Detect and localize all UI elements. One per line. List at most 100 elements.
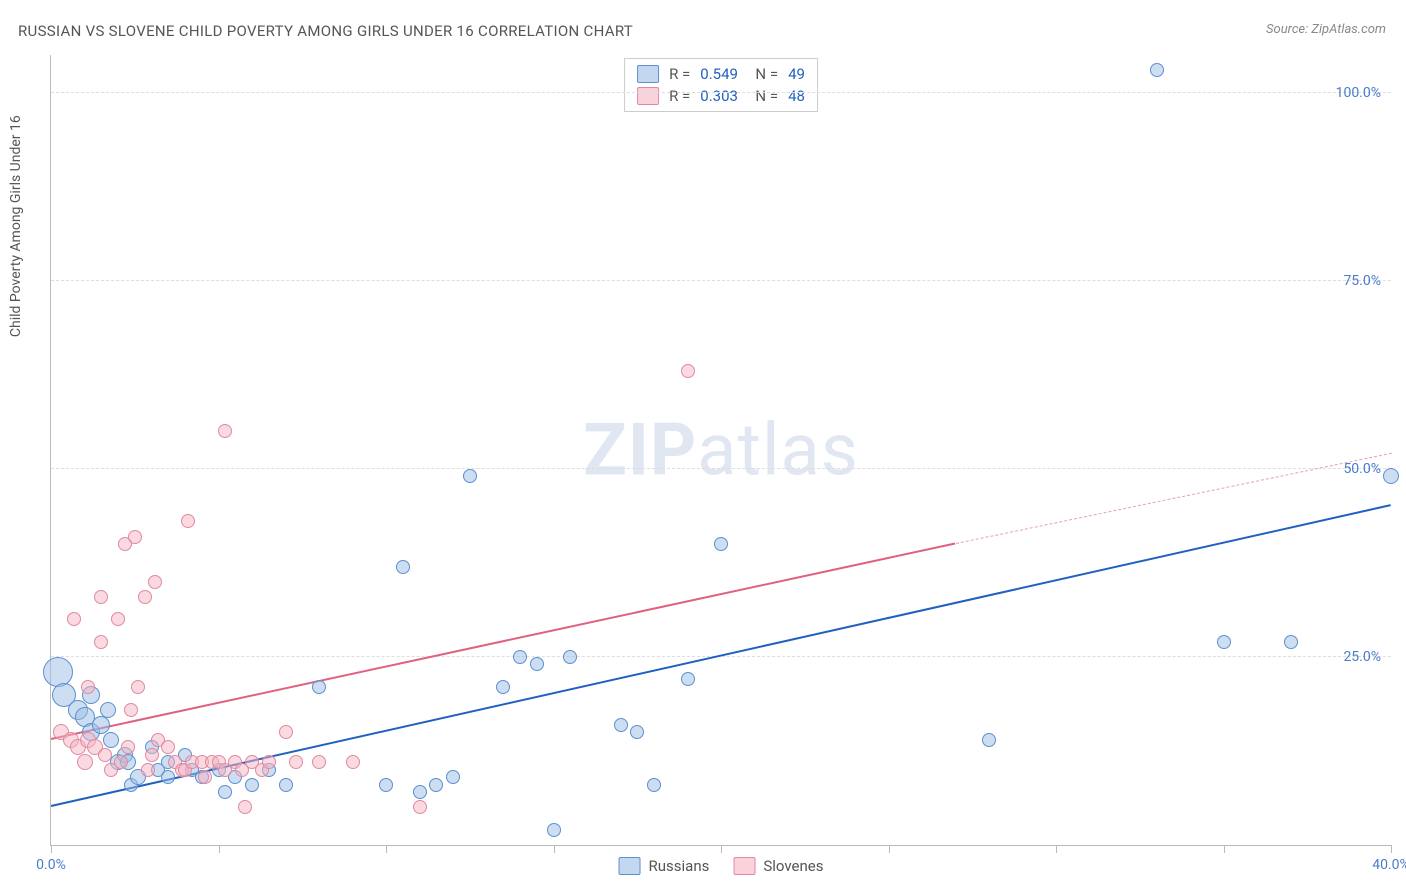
data-point [100, 702, 116, 718]
data-point [94, 590, 108, 604]
legend-item: Russians [619, 857, 710, 875]
x-tick [1056, 845, 1057, 853]
data-point [181, 514, 195, 528]
data-point [98, 748, 112, 762]
data-point [161, 770, 175, 784]
data-point [245, 778, 259, 792]
data-point [279, 725, 293, 739]
data-point [413, 785, 427, 799]
gridline-h [51, 92, 1391, 93]
y-axis-title: Child Poverty Among Girls Under 16 [8, 115, 24, 337]
data-point [714, 537, 728, 551]
data-point [238, 800, 252, 814]
x-tick [554, 845, 555, 853]
regression-line [955, 453, 1391, 544]
data-point [982, 733, 996, 747]
n-label: N = [748, 87, 778, 105]
watermark-bold: ZIP [583, 408, 697, 493]
data-point [161, 740, 175, 754]
correlation-row: R = 0.549 N = 49 [637, 63, 805, 85]
r-label: R = [669, 65, 690, 83]
data-point [111, 612, 125, 626]
data-point [103, 732, 119, 748]
legend-item: Slovenes [733, 857, 823, 875]
correlation-row: R = 0.303 N = 48 [637, 85, 805, 107]
data-point [312, 680, 326, 694]
data-point [279, 778, 293, 792]
data-point [563, 650, 577, 664]
data-point [413, 800, 427, 814]
data-point [67, 612, 81, 626]
data-point [198, 770, 212, 784]
data-point [630, 725, 644, 739]
data-point [681, 672, 695, 686]
n-label: N = [748, 65, 778, 83]
y-tick-label: 100.0% [1336, 85, 1381, 101]
data-point [1383, 468, 1399, 484]
data-point [81, 680, 95, 694]
legend-swatch [637, 65, 659, 83]
series-legend: Russians Slovenes [619, 857, 824, 875]
correlation-legend: R = 0.549 N = 49 R = 0.303 N = 48 [624, 58, 818, 112]
data-point [121, 740, 135, 754]
data-point [681, 364, 695, 378]
data-point [496, 680, 510, 694]
data-point [1284, 635, 1298, 649]
data-point [429, 778, 443, 792]
x-tick [51, 845, 52, 853]
x-tick [721, 845, 722, 853]
y-tick-label: 25.0% [1343, 649, 1381, 665]
gridline-h [51, 280, 1391, 281]
data-point [513, 650, 527, 664]
x-tick [1224, 845, 1225, 853]
data-point [124, 703, 138, 717]
data-point [145, 748, 159, 762]
regression-line [51, 542, 956, 740]
data-point [131, 680, 145, 694]
x-tick-label: 0.0% [36, 857, 66, 873]
x-tick [1391, 845, 1392, 853]
plot-area: ZIPatlas R =0.549 N =49R =0.303 N =48 Ru… [50, 55, 1391, 846]
x-tick-label: 40.0% [1372, 857, 1406, 873]
data-point [614, 718, 628, 732]
data-point [547, 823, 561, 837]
y-tick-label: 75.0% [1343, 273, 1381, 289]
r-label: R = [669, 87, 690, 105]
data-point [94, 635, 108, 649]
x-tick [889, 845, 890, 853]
data-point [463, 469, 477, 483]
x-tick [386, 845, 387, 853]
data-point [289, 755, 303, 769]
data-point [92, 716, 110, 734]
legend-label: Slovenes [763, 857, 823, 875]
y-tick-label: 50.0% [1343, 461, 1381, 477]
watermark: ZIPatlas [583, 408, 859, 493]
x-tick [219, 845, 220, 853]
data-point [148, 575, 162, 589]
n-value: 48 [788, 87, 805, 105]
data-point [396, 560, 410, 574]
data-point [262, 755, 276, 769]
data-point [647, 778, 661, 792]
data-point [128, 530, 142, 544]
n-value: 49 [788, 65, 805, 83]
data-point [446, 770, 460, 784]
source-attribution: Source: ZipAtlas.com [1266, 22, 1386, 37]
data-point [1150, 63, 1164, 77]
data-point [379, 778, 393, 792]
data-point [346, 755, 360, 769]
legend-swatch [733, 857, 755, 875]
data-point [141, 763, 155, 777]
legend-swatch [637, 87, 659, 105]
data-point [114, 755, 128, 769]
data-point [77, 754, 93, 770]
data-point [138, 590, 152, 604]
r-value: 0.549 [700, 65, 738, 83]
legend-swatch [619, 857, 641, 875]
data-point [1217, 635, 1231, 649]
data-point [218, 424, 232, 438]
data-point [312, 755, 326, 769]
r-value: 0.303 [700, 87, 738, 105]
data-point [218, 785, 232, 799]
data-point [530, 657, 544, 671]
